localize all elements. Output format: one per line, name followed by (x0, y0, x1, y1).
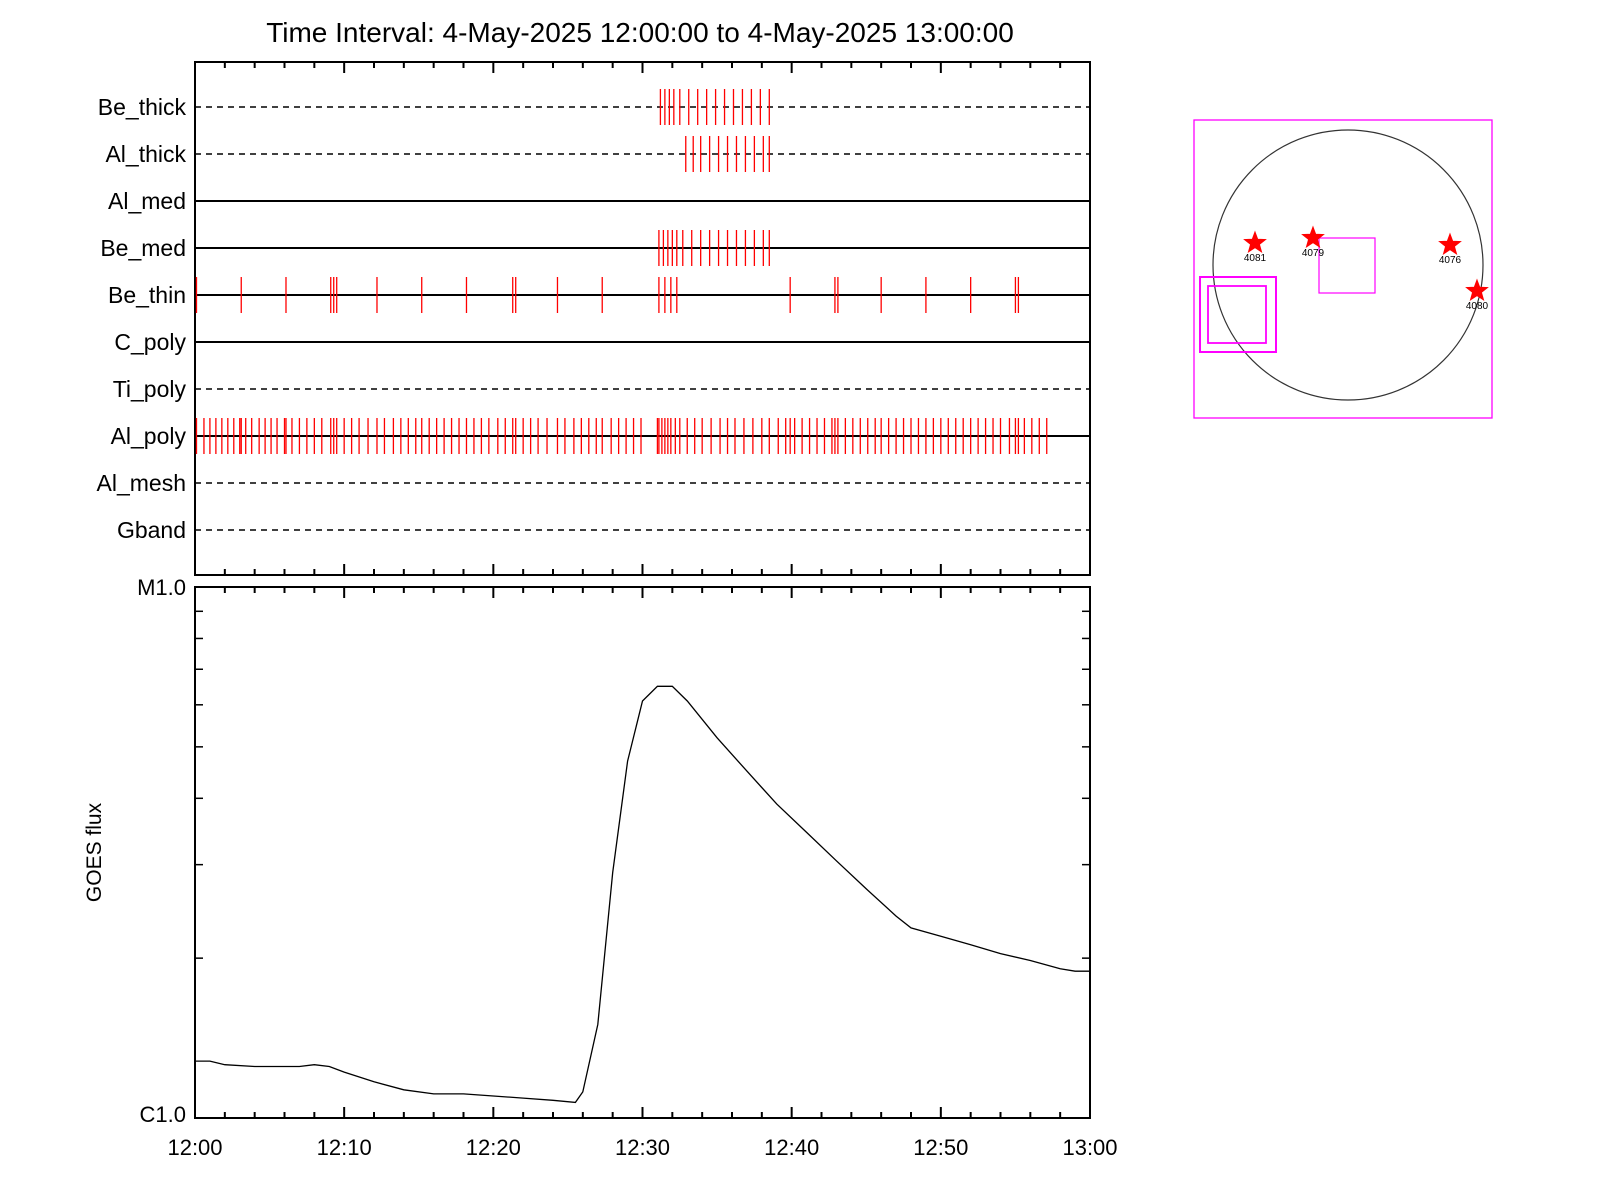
x-tick-label: 12:30 (615, 1135, 670, 1160)
active-region-star (1301, 225, 1325, 249)
active-region-star (1465, 278, 1489, 302)
target-box (1318, 237, 1376, 294)
filter-label: Be_med (100, 235, 186, 261)
active-region-star (1243, 230, 1267, 254)
y-tick-label: C1.0 (140, 1102, 186, 1127)
active-region-label: 4081 (1244, 253, 1267, 264)
filter-label: Be_thick (98, 94, 187, 120)
x-tick-label: 12:00 (167, 1135, 222, 1160)
active-region-label: 4076 (1439, 255, 1462, 266)
goes-flux-panel: 12:00 12:10 12:20 12:30 12:40 12:50 13:00 C1.0 M… (83, 575, 1118, 1160)
filter-label: Be_thin (108, 282, 186, 308)
x-tick-label: 12:20 (466, 1135, 521, 1160)
filter-label: Al_poly (111, 423, 187, 449)
active-region-label: 4080 (1466, 301, 1489, 312)
goes-frame (194, 586, 1091, 1119)
x-tick-label: 12:10 (317, 1135, 372, 1160)
target-box (1199, 276, 1277, 353)
active-region-label: 4079 (1302, 248, 1325, 259)
filter-label: C_poly (114, 329, 186, 355)
solar-disk (1212, 129, 1484, 401)
filter-label: Ti_poly (113, 376, 187, 402)
event-raster-panel: Be_thick Al_thick Al_med Be_med Be_thin C_pol… (97, 61, 1091, 576)
x-tick-label: 13:00 (1062, 1135, 1117, 1160)
filter-label: Al_med (108, 188, 186, 214)
sun-map: 4081 4079 4076 4080 (1193, 119, 1493, 419)
fov-box (1193, 119, 1493, 419)
chart-title: Time Interval: 4-May-2025 12:00:00 to 4-… (266, 17, 1014, 48)
filter-label: Al_thick (105, 141, 186, 167)
x-tick-label: 12:40 (764, 1135, 819, 1160)
active-region-star (1438, 232, 1462, 256)
target-box (1207, 285, 1267, 344)
raster-frame (194, 61, 1091, 576)
filter-label: Gband (117, 517, 186, 543)
goes-flux-line (195, 685, 1090, 1104)
filter-label: Al_mesh (97, 470, 186, 496)
y-tick-label: M1.0 (137, 575, 186, 600)
y-axis-label: GOES flux (83, 802, 106, 902)
x-tick-label: 12:50 (913, 1135, 968, 1160)
